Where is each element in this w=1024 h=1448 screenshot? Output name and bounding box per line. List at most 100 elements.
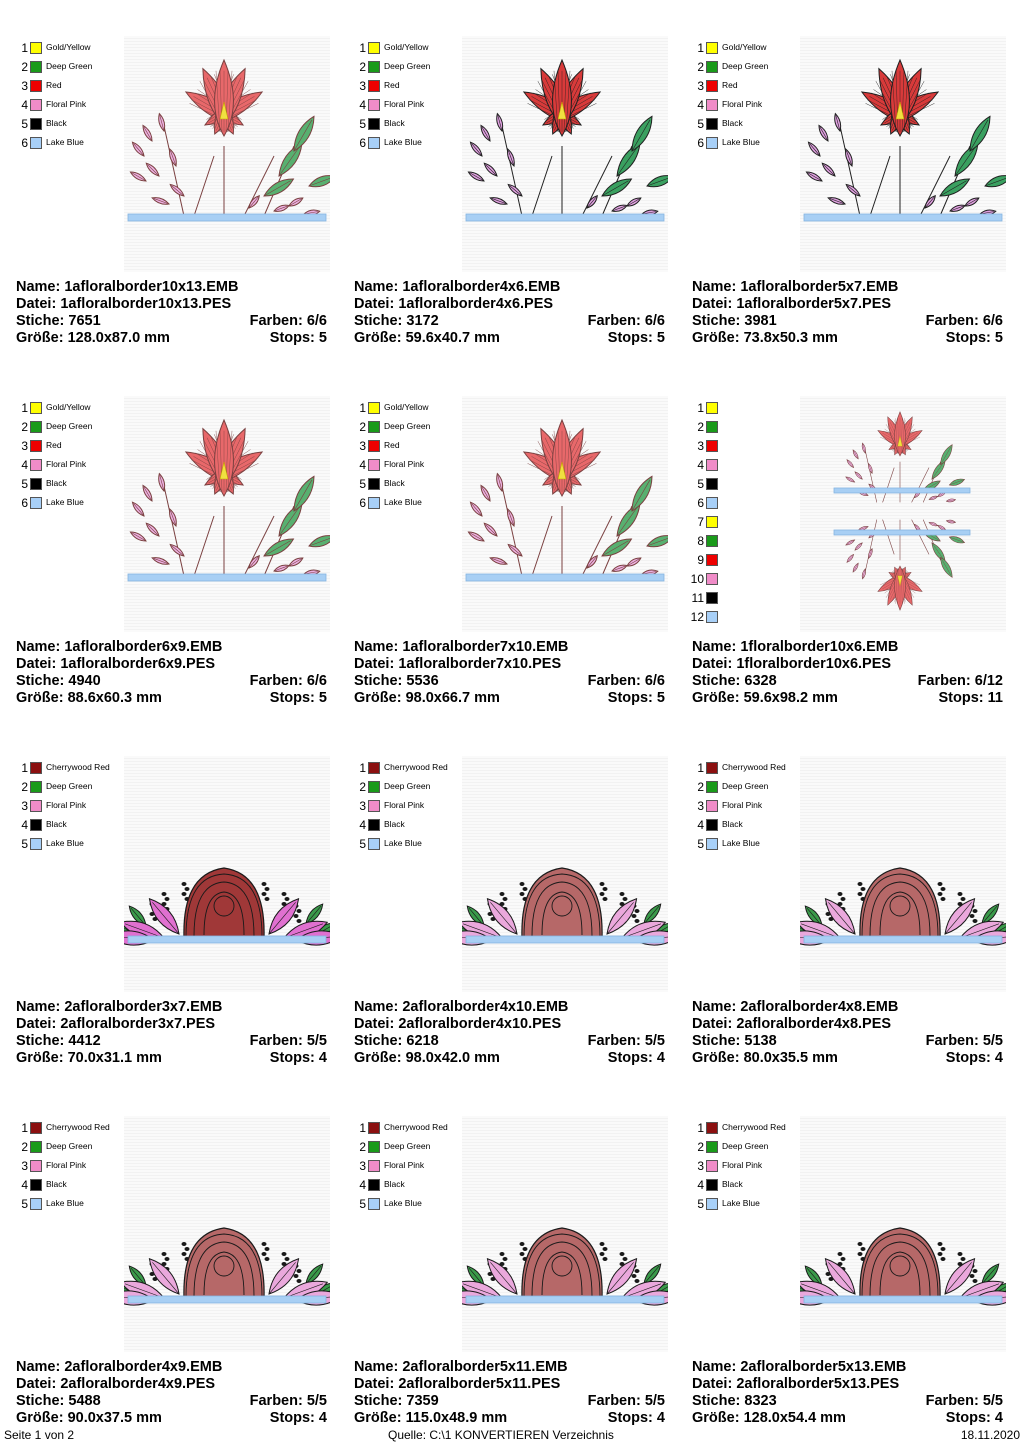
colors-label: Farben:: [925, 1033, 979, 1049]
design-info: Name: 1afloralborder5x7.EMB Datei: 1aflor…: [692, 279, 1003, 347]
palette-number: 5: [21, 836, 28, 851]
file-row: Datei: 1afloralborder5x7.PES: [692, 296, 1003, 313]
color-name: Lake Blue: [384, 838, 422, 849]
palette-entry: 3 Floral Pink: [690, 796, 786, 815]
file-label: Datei:: [692, 1016, 733, 1032]
color-swatch: [706, 591, 718, 604]
color-name: Floral Pink: [46, 1160, 87, 1171]
footer-date: 18.11.2020: [960, 1428, 1020, 1442]
stops-label: Stops:: [607, 1410, 653, 1426]
size-row: Größe: 128.0x87.0 mm Stops: 5: [16, 330, 327, 347]
design-size: 59.6x40.7 mm: [405, 330, 500, 346]
color-swatch: [368, 477, 380, 490]
colors-label: Farben:: [249, 1033, 303, 1049]
palette-entry: 1 Cherrywood Red: [352, 758, 448, 777]
stitch-count: 4412: [68, 1033, 101, 1049]
color-swatch: [706, 780, 718, 793]
design-name: 2afloralborder4x8.EMB: [740, 999, 899, 1015]
stitches-row: Stiche: 8323 Farben: 5/5: [692, 1393, 1003, 1410]
color-count: 6/6: [306, 673, 327, 689]
stop-count: 5: [656, 690, 665, 706]
size-label: Größe:: [16, 690, 64, 706]
design-name: 2afloralborder5x11.EMB: [402, 1359, 568, 1375]
design-size: 90.0x37.5 mm: [67, 1410, 162, 1426]
color-count: 6/6: [982, 313, 1003, 329]
palette-entry: 6 Lake Blue: [690, 133, 768, 152]
design-card: 1 Cherrywood Red 2 Deep Green 3 Floral Pink 4 B…: [8, 1090, 330, 1430]
stitches-label: Stiche:: [16, 673, 65, 689]
color-swatch: [706, 1159, 718, 1172]
color-name: Cherrywood Red: [722, 1122, 786, 1133]
palette-entry: 4 Black: [352, 815, 448, 834]
palette-entry: 3 Red: [690, 76, 768, 95]
palette-number: 2: [21, 1139, 28, 1154]
color-swatch: [368, 117, 380, 130]
palette-number: 3: [697, 438, 704, 453]
stitches-row: Stiche: 6328 Farben: 6/12: [692, 673, 1003, 690]
palette-entry: 4 Floral Pink: [690, 95, 768, 114]
design-info: Name: 1afloralborder4x6.EMB Datei: 1aflor…: [354, 279, 665, 347]
palette-number: 1: [697, 1120, 704, 1135]
palette-entry: 4 Black: [14, 1175, 110, 1194]
stitches-row: Stiche: 4940 Farben: 6/6: [16, 673, 327, 690]
color-name: Lake Blue: [46, 137, 84, 148]
palette-number: 1: [21, 400, 28, 415]
palette-number: 1: [21, 760, 28, 775]
color-swatch: [706, 837, 718, 850]
stop-count: 4: [994, 1410, 1003, 1426]
color-name: Red: [46, 80, 62, 91]
palette-number: 3: [359, 438, 366, 453]
palette-entry: 4 Black: [690, 815, 786, 834]
size-label: Größe:: [354, 690, 402, 706]
palette-number: 1: [697, 400, 704, 415]
color-swatch: [368, 496, 380, 509]
name-row: Name: 2afloralborder5x11.EMB: [354, 1359, 665, 1376]
name-row: Name: 2afloralborder3x7.EMB: [16, 999, 327, 1016]
palette-entry: 1 Cherrywood Red: [690, 1118, 786, 1137]
color-name: Floral Pink: [384, 800, 425, 811]
color-swatch: [30, 136, 42, 149]
design-info: Name: 2afloralborder4x9.EMB Datei: 2aflor…: [16, 1359, 327, 1427]
color-swatch: [30, 401, 42, 414]
color-swatch: [706, 515, 718, 528]
embroidery-image: [124, 1227, 330, 1306]
palette-entry: 3 Red: [14, 76, 92, 95]
design-file: 1afloralborder6x9.PES: [60, 656, 216, 672]
palette-entry: 5 Lake Blue: [352, 834, 448, 853]
color-swatch: [368, 136, 380, 149]
palette-number: 1: [697, 40, 704, 55]
stitch-count: 8323: [744, 1393, 777, 1409]
color-swatch: [368, 98, 380, 111]
palette-number: 2: [359, 419, 366, 434]
stitches-row: Stiche: 4412 Farben: 5/5: [16, 1033, 327, 1050]
design-file: 1afloralborder5x7.PES: [736, 296, 892, 312]
palette-entry: 5 Lake Blue: [690, 1194, 786, 1213]
stitches-label: Stiche:: [692, 313, 741, 329]
color-swatch: [706, 610, 718, 623]
palette-entry: 4 Floral Pink: [14, 95, 92, 114]
color-name: Red: [384, 80, 400, 91]
palette-number: 1: [21, 40, 28, 55]
color-count: 6/12: [974, 673, 1003, 689]
design-card: 1 Gold/Yellow 2 Deep Green 3 Red 4 Floral Pink 5…: [684, 10, 1006, 350]
stop-count: 4: [318, 1050, 327, 1066]
stop-count: 5: [318, 690, 327, 706]
design-file: 2afloralborder3x7.PES: [60, 1016, 216, 1032]
color-name: Cherrywood Red: [46, 762, 110, 773]
color-swatch: [368, 1140, 380, 1153]
color-swatch: [30, 477, 42, 490]
color-swatch: [30, 818, 42, 831]
palette-number: 5: [359, 1196, 366, 1211]
colors-label: Farben:: [249, 673, 303, 689]
size-label: Größe:: [16, 330, 64, 346]
file-row: Datei: 1afloralborder10x13.PES: [16, 296, 327, 313]
palette-number: 6: [697, 135, 704, 150]
color-swatch: [706, 401, 718, 414]
color-name: Deep Green: [46, 781, 93, 792]
palette-entry: 6 Lake Blue: [352, 133, 430, 152]
palette-number: 2: [697, 59, 704, 74]
stitch-count: 5138: [744, 1033, 777, 1049]
stop-count: 4: [318, 1410, 327, 1426]
stops-label: Stops:: [945, 1410, 991, 1426]
stops-label: Stops:: [938, 690, 984, 706]
